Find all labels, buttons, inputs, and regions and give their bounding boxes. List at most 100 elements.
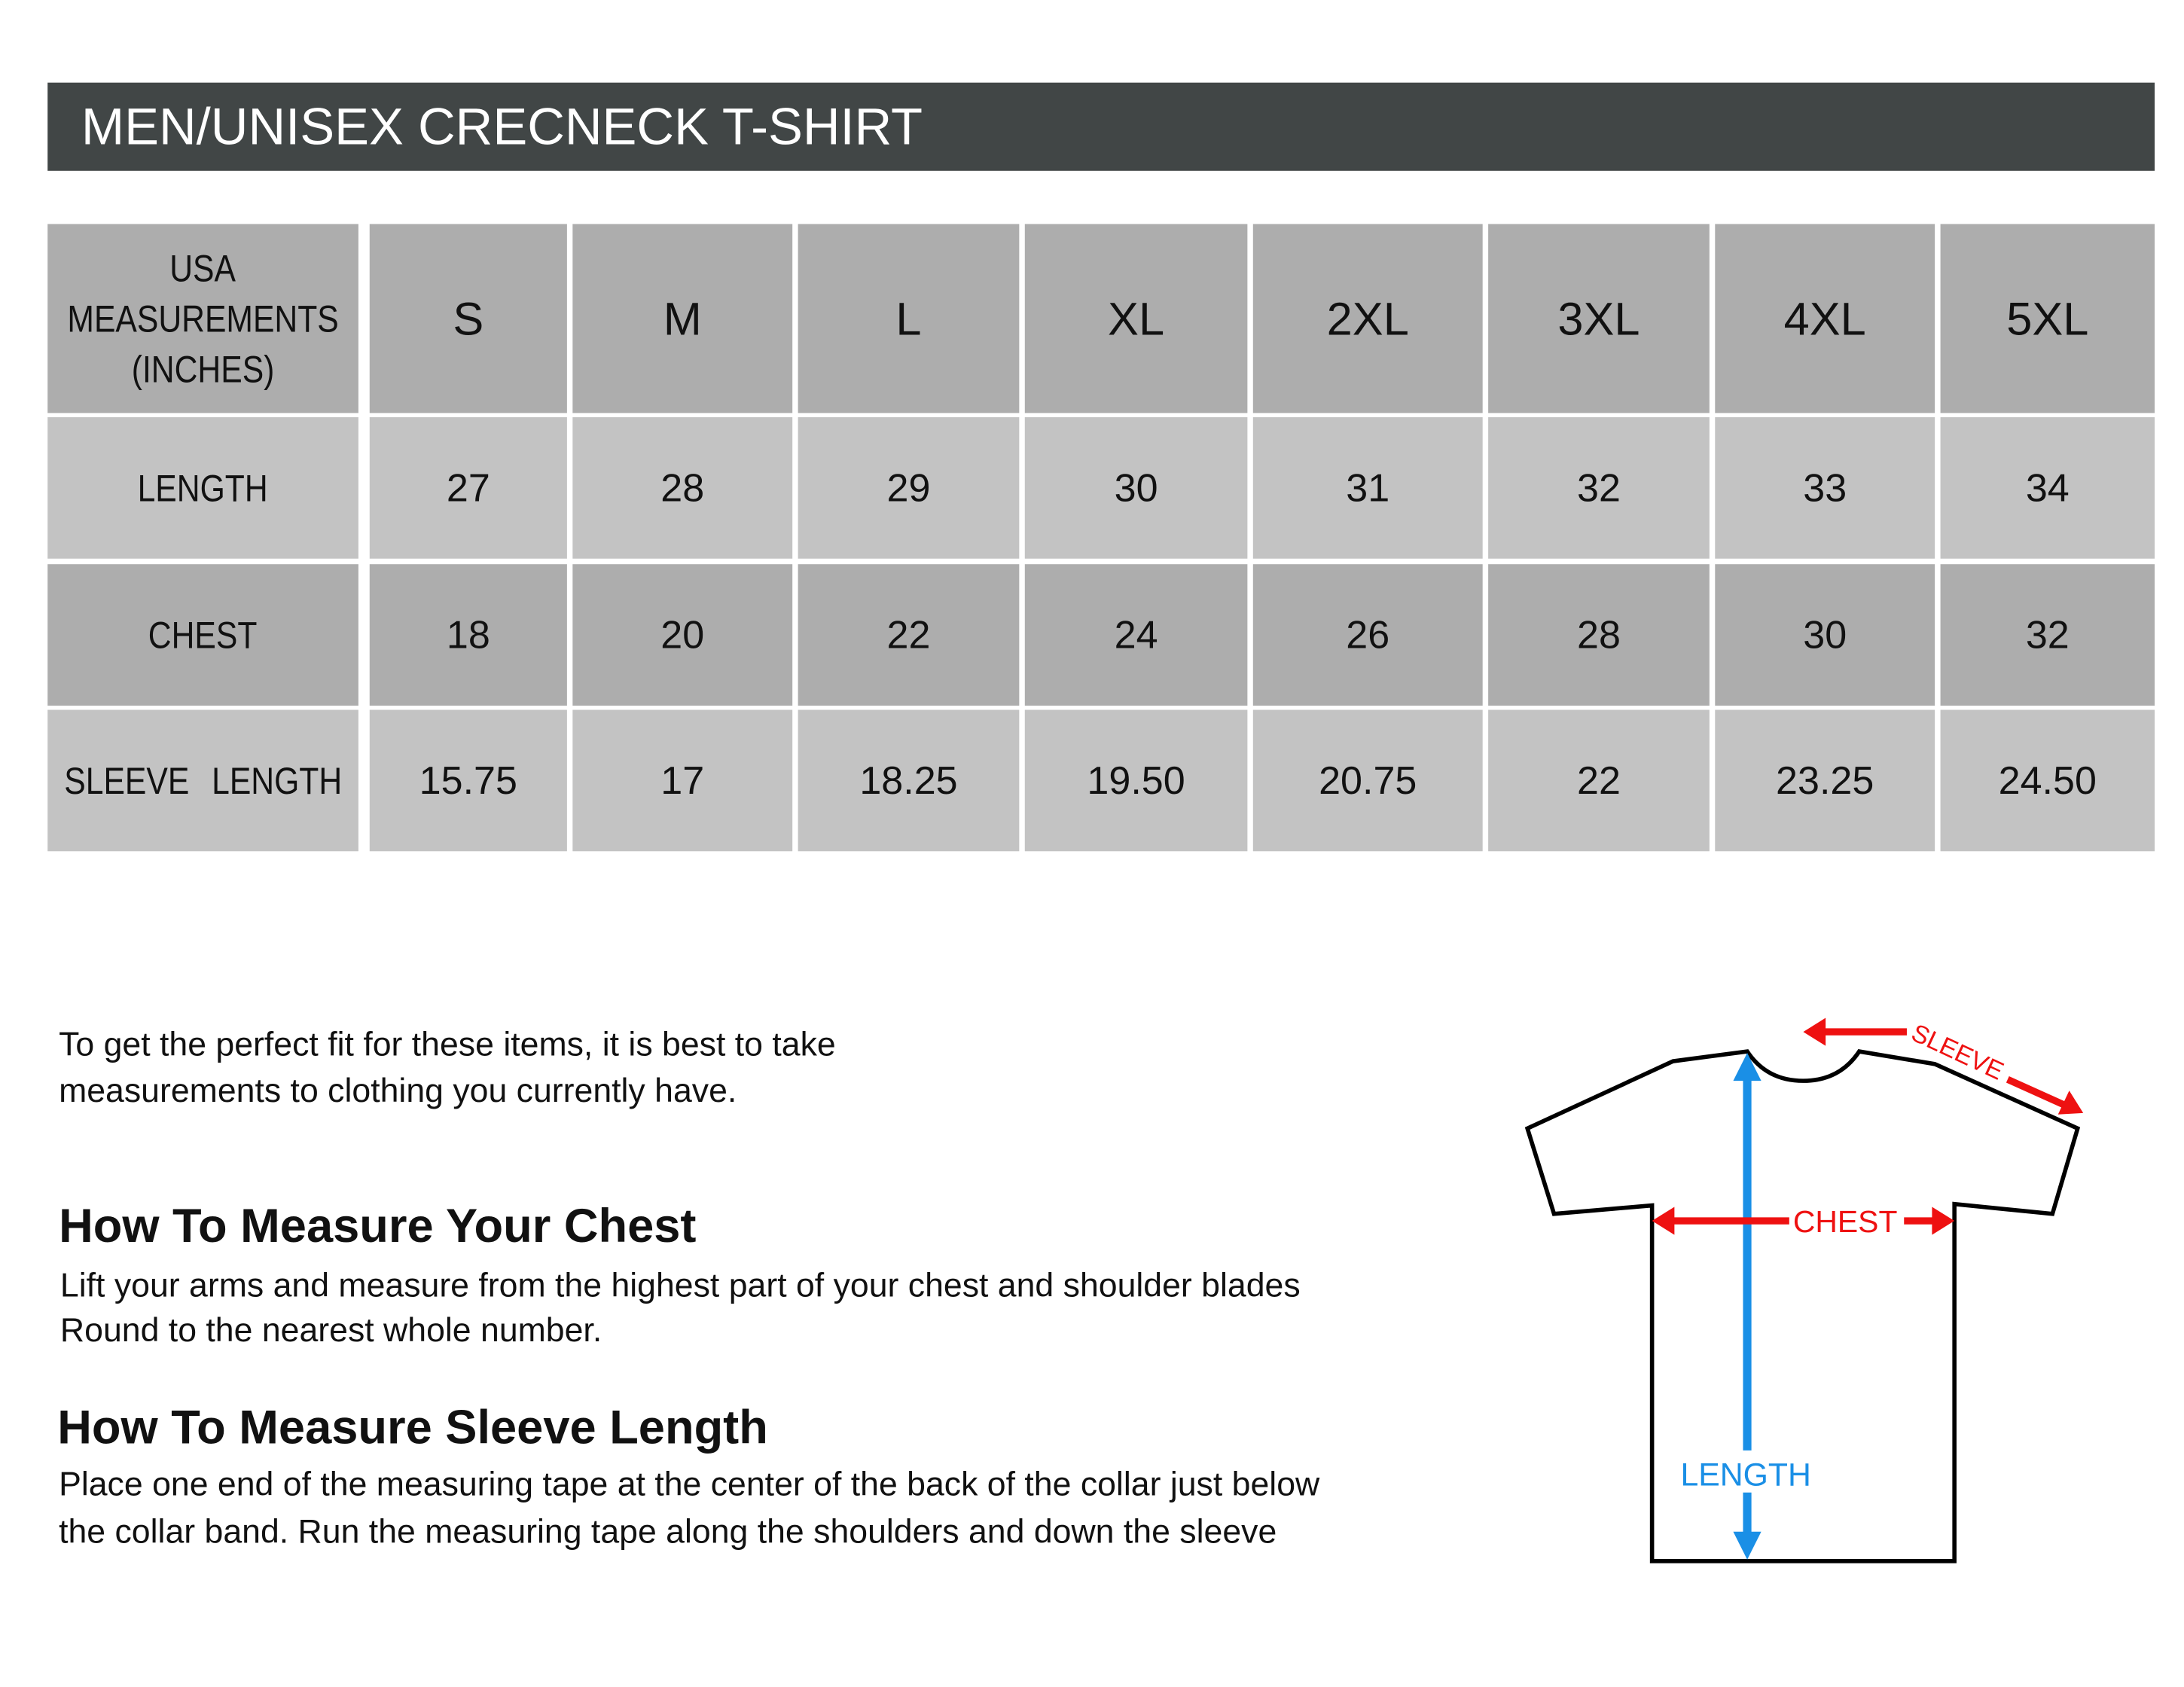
table-cell-text: 20 xyxy=(660,612,704,657)
size-header-text: S xyxy=(453,292,483,346)
table-cell-text: 24.50 xyxy=(1999,758,2097,803)
table-cell: 15.75 xyxy=(369,709,567,852)
table-cell: 29 xyxy=(798,416,1020,559)
cell-text-line: 19.50 xyxy=(1087,758,1185,802)
table-cell: 32 xyxy=(1488,416,1710,559)
cell-text-line: 4XL xyxy=(1783,291,1866,344)
cell-text-line: MEASUREMENTS xyxy=(67,297,339,340)
table-cell: 31 xyxy=(1252,416,1483,559)
size-header-text: 3XL xyxy=(1557,292,1640,346)
sleeve-line-2: the collar band. Run the measuring tape … xyxy=(59,1513,1277,1551)
size-header: XL xyxy=(1024,224,1248,413)
table-cell-text: 31 xyxy=(1346,465,1389,510)
chest-heading: How To Measure Your Chest xyxy=(59,1200,697,1253)
cell-text-line: USA xyxy=(169,247,236,289)
size-header-text: L xyxy=(895,292,921,346)
size-header-text: 4XL xyxy=(1784,292,1866,346)
chest-label: CHEST xyxy=(1793,1204,1898,1239)
table-cell: 18 xyxy=(369,564,567,706)
cell-text-line: 24.50 xyxy=(1998,758,2097,802)
table-cell: 23.25 xyxy=(1715,709,1935,852)
title-bar: MEN/UNISEX CRECNECK T-SHIRT xyxy=(47,82,2155,171)
table-cell-text: 22 xyxy=(887,612,931,657)
row-label: LENGTH xyxy=(47,416,358,559)
table-cell: 18.25 xyxy=(798,709,1020,852)
table-cell-text: 28 xyxy=(660,465,704,510)
table-cell-text: 28 xyxy=(1577,612,1621,657)
cell-text-line: 31 xyxy=(1346,465,1390,509)
cell-text-line: 23.25 xyxy=(1776,758,1874,802)
cell-text-line: 28 xyxy=(1577,612,1621,656)
table-cell: 30 xyxy=(1024,416,1248,559)
table-cell-text: 30 xyxy=(1115,465,1158,510)
cell-text-line: 2XL xyxy=(1326,291,1409,344)
table-cell-text: 33 xyxy=(1803,465,1847,510)
table-cell-text: 15.75 xyxy=(419,758,517,803)
table-cell-text: 17 xyxy=(660,758,704,803)
table-cell-text: 18.25 xyxy=(859,758,957,803)
intro-line-1: To get the perfect fit for these items, … xyxy=(59,1026,836,1064)
chest-line-2: Round to the nearest whole number. xyxy=(59,1311,602,1350)
size-header: S xyxy=(369,224,567,413)
cell-text-line: 15.75 xyxy=(419,758,517,802)
page-title: MEN/UNISEX CRECNECK T-SHIRT xyxy=(81,98,923,156)
cell-text-line: 22 xyxy=(1577,758,1621,802)
cell-text-line: CHEST xyxy=(148,614,258,656)
table-cell-text: 24 xyxy=(1115,612,1158,657)
cell-text-line: 20.75 xyxy=(1319,758,1417,802)
sleeve-heading: How To Measure Sleeve Length xyxy=(57,1401,768,1455)
table-cell: 30 xyxy=(1715,564,1935,706)
table-cell: 22 xyxy=(798,564,1020,706)
cell-text-line: 26 xyxy=(1346,612,1390,656)
chest-arrow xyxy=(1652,1207,1955,1235)
cell-text-line: 30 xyxy=(1114,465,1158,509)
size-header-text: M xyxy=(663,292,702,346)
table-cell: 20.75 xyxy=(1252,709,1483,852)
cell-text-line: 17 xyxy=(660,758,705,802)
table-cell: 34 xyxy=(1940,416,2155,559)
size-header: 3XL xyxy=(1488,224,1710,413)
sleeve-arrow xyxy=(1803,1017,2084,1115)
cell-text-line: 5XL xyxy=(2006,291,2089,344)
cell-text-line: 30 xyxy=(1803,612,1847,656)
corner-header: USA MEASUREMENTS (INCHES) xyxy=(47,224,358,413)
size-header-text: XL xyxy=(1108,292,1164,346)
table-cell: 19.50 xyxy=(1024,709,1248,852)
cell-text-line: SLEEVE xyxy=(63,759,189,802)
table-cell-text: 27 xyxy=(447,465,490,510)
table-cell-text: 18 xyxy=(447,612,490,657)
chest-line-1: Lift your arms and measure from the high… xyxy=(59,1267,1301,1305)
cell-text-line: 20 xyxy=(660,612,705,656)
table-cell-text: 23.25 xyxy=(1776,758,1874,803)
cell-text-line: L xyxy=(895,291,922,344)
length-label: LENGTH xyxy=(1680,1457,1810,1493)
cell-text-line: 32 xyxy=(1577,465,1621,509)
intro-line-2: measurements to clothing you currently h… xyxy=(59,1072,737,1111)
row-label-text: CHEST xyxy=(139,610,267,660)
cell-text-line: 29 xyxy=(886,465,931,509)
corner-header-text: USA MEASUREMENTS (INCHES) xyxy=(44,243,363,395)
table-cell-text: 30 xyxy=(1803,612,1847,657)
cell-text-line: 3XL xyxy=(1557,291,1640,344)
table-cell-text: 22 xyxy=(1577,758,1621,803)
cell-text-line: 18.25 xyxy=(859,758,958,802)
cell-text-line: XL xyxy=(1108,291,1165,344)
table-cell: 24.50 xyxy=(1940,709,2155,852)
cell-text-line: M xyxy=(663,291,702,344)
table-cell: 20 xyxy=(572,564,793,706)
cell-text-line: 28 xyxy=(660,465,705,509)
size-header-text: 2XL xyxy=(1327,292,1409,346)
table-cell-text: 29 xyxy=(887,465,931,510)
size-header: 2XL xyxy=(1252,224,1483,413)
table-cell: 28 xyxy=(1488,564,1710,706)
table-cell: 26 xyxy=(1252,564,1483,706)
table-cell-text: 32 xyxy=(1577,465,1621,510)
length-arrow xyxy=(1733,1052,1762,1560)
cell-text-line: (INCHES) xyxy=(131,347,275,390)
tshirt-outline xyxy=(1524,1049,2081,1563)
size-header: 5XL xyxy=(1940,224,2155,413)
row-label: CHEST xyxy=(47,564,358,706)
sleeve-line-1: Place one end of the measuring tape at t… xyxy=(59,1466,1320,1504)
